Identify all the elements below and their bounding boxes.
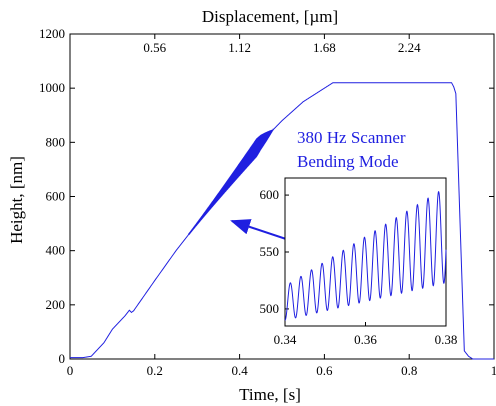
y-axis-label: Height, [nm] — [7, 156, 26, 244]
x-tick-label: 1 — [491, 363, 496, 378]
main-series — [70, 82, 494, 360]
y-tick-label: 1000 — [39, 80, 65, 95]
y-tick-label: 1200 — [39, 26, 65, 41]
annotation-line-2: Bending Mode — [297, 152, 399, 171]
top-tick-label: 1.68 — [313, 40, 336, 55]
inset-y-tick-label: 550 — [260, 244, 280, 259]
x-tick-label: 0.4 — [231, 363, 248, 378]
inset-x-tick-label: 0.36 — [354, 332, 377, 347]
y-tick-label: 200 — [46, 297, 66, 312]
y-tick-label: 600 — [46, 189, 66, 204]
top-tick-label: 0.56 — [143, 40, 166, 55]
inset-y-tick-label: 600 — [260, 187, 280, 202]
x-tick-label: 0.6 — [316, 363, 333, 378]
x-axis-label: Time, [s] — [239, 385, 301, 404]
inset-x-tick-label: 0.34 — [274, 332, 297, 347]
annotation-line-1: 380 Hz Scanner — [297, 128, 406, 147]
y-tick-label: 400 — [46, 243, 66, 258]
inset-axis-ticks: 0.34 0.36 0.38 500 550 600 — [260, 187, 458, 347]
inset-frame — [284, 177, 447, 327]
x-tick-label: 0.8 — [401, 363, 417, 378]
top-axis-label: Displacement, [µm] — [202, 7, 338, 26]
inset-y-tick-label: 500 — [260, 301, 280, 316]
inset-x-tick-label: 0.38 — [435, 332, 458, 347]
main-series-line — [70, 82, 494, 360]
top-tick-label: 1.12 — [228, 40, 251, 55]
inset-series — [284, 191, 447, 321]
x-tick-label: 0 — [67, 363, 74, 378]
inset-series-line — [284, 191, 447, 321]
top-tick-label: 2.24 — [398, 40, 421, 55]
main-axis-ticks: 0 0.2 0.4 0.6 0.8 1 0 200 400 600 800 1000 1200 0.56 1… — [39, 26, 496, 378]
y-tick-label: 0 — [59, 351, 66, 366]
x-tick-label: 0.2 — [147, 363, 163, 378]
y-tick-label: 800 — [46, 134, 66, 149]
